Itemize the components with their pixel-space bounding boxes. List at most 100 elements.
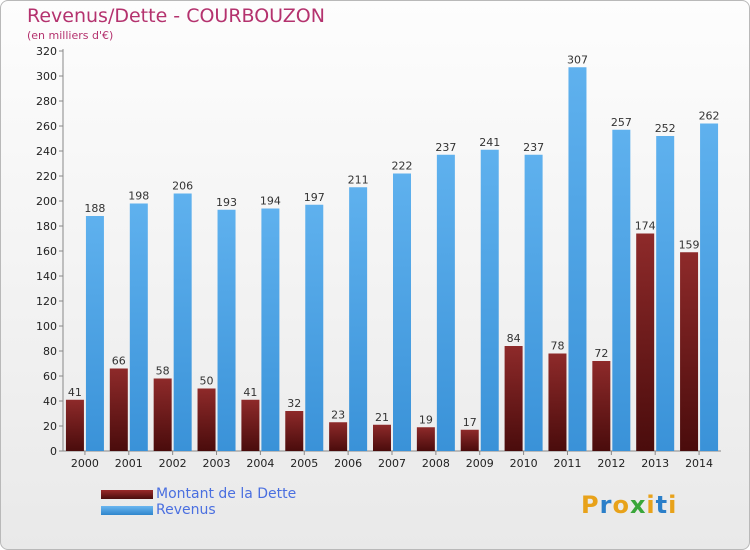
y-tick-label: 40 [43, 395, 57, 408]
data-label-dette: 19 [419, 413, 433, 426]
bar-revenus [436, 154, 455, 451]
bar-revenus [129, 203, 148, 451]
data-label-dette: 21 [375, 411, 389, 424]
bar-revenus [173, 193, 192, 451]
data-label-dette: 41 [243, 386, 257, 399]
y-tick-label: 160 [36, 245, 57, 258]
data-label-revenus: 222 [392, 160, 413, 173]
data-label-dette: 84 [507, 332, 521, 345]
x-tick-label: 2002 [159, 457, 187, 470]
x-tick-label: 2014 [685, 457, 713, 470]
legend-label-revenus: Revenus [156, 502, 216, 518]
data-label-dette: 72 [594, 347, 608, 360]
bar-revenus [261, 208, 280, 451]
x-tick-label: 2008 [422, 457, 450, 470]
x-tick-label: 2000 [71, 457, 99, 470]
data-label-revenus: 188 [84, 202, 105, 215]
x-tick-label: 2004 [246, 457, 274, 470]
legend-swatch-dette [101, 490, 153, 499]
y-tick-label: 260 [36, 120, 57, 133]
data-label-revenus: 241 [479, 136, 500, 149]
y-tick-label: 280 [36, 95, 57, 108]
x-tick-label: 2010 [510, 457, 538, 470]
bar-dette [548, 353, 567, 451]
data-label-revenus: 307 [567, 53, 588, 66]
data-label-dette: 174 [635, 220, 656, 233]
bar-dette [636, 233, 655, 451]
y-tick-label: 320 [36, 45, 57, 58]
bar-revenus [349, 187, 368, 451]
y-tick-label: 200 [36, 195, 57, 208]
y-tick-label: 0 [50, 445, 57, 458]
data-label-revenus: 257 [611, 116, 632, 129]
bar-dette [241, 399, 260, 451]
bar-dette [65, 399, 84, 451]
bar-revenus [612, 129, 631, 451]
x-tick-label: 2013 [641, 457, 669, 470]
y-tick-label: 80 [43, 345, 57, 358]
data-label-dette: 17 [463, 416, 477, 429]
chart-subtitle: (en milliers d'€) [27, 29, 114, 42]
y-tick-label: 180 [36, 220, 57, 233]
x-tick-label: 2009 [466, 457, 494, 470]
data-label-revenus: 198 [128, 190, 149, 203]
x-tick-label: 2005 [290, 457, 318, 470]
bar-revenus [700, 123, 719, 451]
data-label-revenus: 193 [216, 196, 237, 209]
data-label-revenus: 206 [172, 180, 193, 193]
bar-revenus [393, 173, 411, 451]
x-tick-label: 2003 [203, 457, 231, 470]
y-tick-label: 120 [36, 295, 57, 308]
bar-dette [197, 388, 216, 451]
legend-label-dette: Montant de la Dette [156, 486, 297, 502]
data-label-dette: 78 [550, 340, 564, 353]
bar-dette [109, 368, 128, 451]
bar-dette [416, 427, 435, 451]
data-label-revenus: 262 [699, 110, 720, 123]
bar-dette [680, 252, 699, 451]
y-tick-label: 20 [43, 420, 57, 433]
bar-dette [592, 361, 611, 451]
bar-revenus [656, 136, 675, 451]
y-tick-label: 60 [43, 370, 57, 383]
y-tick-label: 220 [36, 170, 57, 183]
data-label-revenus: 211 [348, 173, 369, 186]
data-label-dette: 66 [112, 355, 126, 368]
bar-revenus [305, 204, 324, 451]
data-label-revenus: 194 [260, 195, 281, 208]
y-tick-label: 240 [36, 145, 57, 158]
bar-revenus [85, 216, 104, 451]
data-label-dette: 41 [68, 386, 82, 399]
data-label-dette: 58 [156, 365, 170, 378]
x-tick-label: 2006 [334, 457, 362, 470]
data-label-revenus: 237 [435, 141, 456, 154]
bar-dette [460, 429, 479, 451]
x-tick-label: 2001 [115, 457, 143, 470]
bar-revenus [568, 67, 587, 451]
data-label-dette: 50 [200, 375, 214, 388]
data-label-revenus: 197 [304, 191, 325, 204]
data-label-revenus: 252 [655, 122, 676, 135]
legend-swatch-revenus [101, 506, 153, 515]
y-tick-label: 140 [36, 270, 57, 283]
data-label-dette: 32 [287, 397, 301, 410]
bar-dette [285, 411, 304, 451]
bar-dette [329, 422, 348, 451]
bar-dette [153, 378, 172, 451]
proxiti-logo: Proxiti [581, 491, 678, 519]
chart-title: Revenus/Dette - COURBOUZON [27, 5, 325, 27]
x-tick-label: 2007 [378, 457, 406, 470]
data-label-revenus: 237 [523, 141, 544, 154]
bar-revenus [217, 209, 236, 451]
y-tick-label: 300 [36, 70, 57, 83]
bar-revenus [480, 149, 499, 451]
x-tick-label: 2012 [597, 457, 625, 470]
data-label-dette: 23 [331, 408, 345, 421]
y-tick-label: 100 [36, 320, 57, 333]
bar-dette [504, 346, 523, 451]
bar-revenus [524, 154, 543, 451]
x-tick-label: 2011 [553, 457, 581, 470]
data-label-dette: 159 [679, 238, 700, 251]
